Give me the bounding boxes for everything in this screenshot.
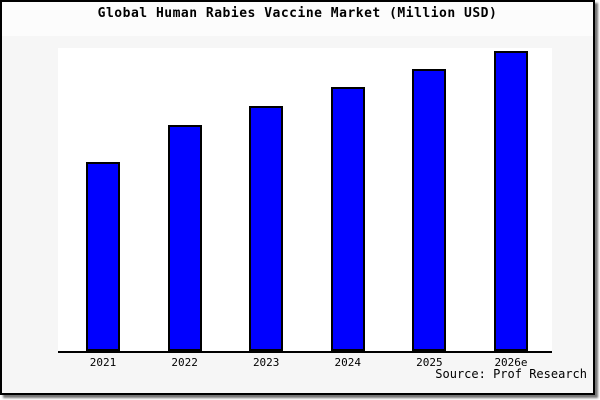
x-tick-2025: 2025 bbox=[416, 356, 443, 369]
chart-frame: Global Human Rabies Vaccine Market (Mill… bbox=[58, 6, 587, 381]
x-tick-2026e: 2026e bbox=[494, 356, 528, 369]
bar-2021 bbox=[86, 162, 120, 351]
bar-2024 bbox=[330, 87, 365, 351]
x-tick-2024: 2024 bbox=[334, 356, 362, 369]
bar-2023 bbox=[249, 106, 284, 351]
chart-title: Global Human Rabies Vaccine Market (Mill… bbox=[97, 6, 498, 21]
source-label: Source: Prof Research bbox=[435, 367, 587, 381]
x-axis-line bbox=[58, 351, 552, 353]
bar-2022 bbox=[167, 125, 202, 351]
bar-2026e bbox=[494, 51, 528, 351]
x-tick-2022: 2022 bbox=[171, 356, 198, 369]
x-tick-2021: 2021 bbox=[89, 356, 117, 369]
bar-2025 bbox=[412, 69, 447, 351]
plot-area bbox=[58, 48, 552, 351]
x-tick-2023: 2023 bbox=[252, 356, 280, 369]
